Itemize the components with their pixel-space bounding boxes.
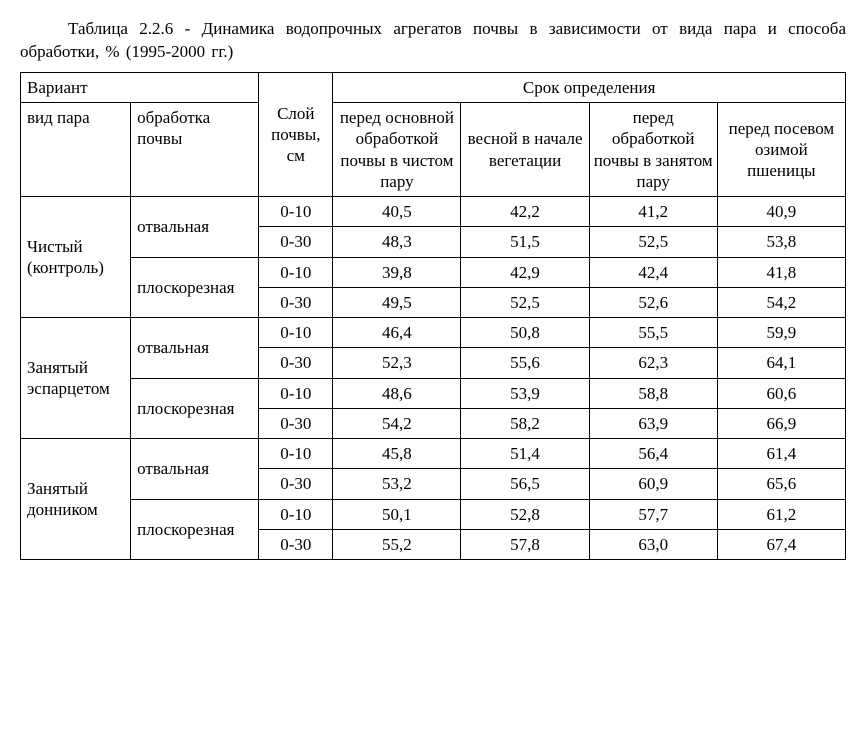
- cell-value: 52,3: [333, 348, 461, 378]
- cell-value: 49,5: [333, 287, 461, 317]
- cell-value: 65,6: [717, 469, 845, 499]
- cell-value: 42,2: [461, 197, 589, 227]
- cell-layer: 0-30: [259, 287, 333, 317]
- table-caption: Таблица 2.2.6 - Динамика водопрочных агр…: [20, 18, 846, 64]
- cell-value: 52,6: [589, 287, 717, 317]
- cell-value: 50,1: [333, 499, 461, 529]
- table-row: плоскорезная0-1048,653,958,860,6: [21, 378, 846, 408]
- header-variant: Вариант: [21, 72, 259, 102]
- cell-layer: 0-10: [259, 439, 333, 469]
- table-row: плоскорезная0-1050,152,857,761,2: [21, 499, 846, 529]
- cell-value: 39,8: [333, 257, 461, 287]
- cell-value: 53,2: [333, 469, 461, 499]
- cell-value: 51,5: [461, 227, 589, 257]
- cell-value: 56,4: [589, 439, 717, 469]
- cell-value: 54,2: [333, 408, 461, 438]
- cell-value: 55,5: [589, 318, 717, 348]
- tillage-name: плоскорезная: [131, 257, 259, 318]
- cell-value: 45,8: [333, 439, 461, 469]
- fallow-name: Занятый эспарцетом: [21, 318, 131, 439]
- cell-value: 53,9: [461, 378, 589, 408]
- header-tillage: обработка почвы: [131, 103, 259, 197]
- cell-value: 62,3: [589, 348, 717, 378]
- header-s2: весной в начале вегетации: [461, 103, 589, 197]
- header-layer: Слой почвы, см: [259, 72, 333, 196]
- cell-value: 58,2: [461, 408, 589, 438]
- cell-value: 66,9: [717, 408, 845, 438]
- cell-value: 67,4: [717, 529, 845, 559]
- cell-value: 42,4: [589, 257, 717, 287]
- cell-value: 64,1: [717, 348, 845, 378]
- cell-value: 48,3: [333, 227, 461, 257]
- cell-layer: 0-30: [259, 469, 333, 499]
- fallow-name: Занятый донником: [21, 439, 131, 560]
- cell-layer: 0-10: [259, 378, 333, 408]
- cell-value: 42,9: [461, 257, 589, 287]
- cell-layer: 0-10: [259, 499, 333, 529]
- cell-value: 41,8: [717, 257, 845, 287]
- cell-value: 63,9: [589, 408, 717, 438]
- header-s3: перед обработкой почвы в занятом пару: [589, 103, 717, 197]
- cell-layer: 0-30: [259, 408, 333, 438]
- tillage-name: плоскорезная: [131, 499, 259, 560]
- cell-value: 58,8: [589, 378, 717, 408]
- table-row: Занятый эспарцетомотвальная0-1046,450,85…: [21, 318, 846, 348]
- cell-value: 61,2: [717, 499, 845, 529]
- cell-value: 61,4: [717, 439, 845, 469]
- cell-value: 46,4: [333, 318, 461, 348]
- cell-value: 50,8: [461, 318, 589, 348]
- table-row: плоскорезная0-1039,842,942,441,8: [21, 257, 846, 287]
- cell-value: 40,9: [717, 197, 845, 227]
- cell-value: 52,8: [461, 499, 589, 529]
- cell-value: 60,6: [717, 378, 845, 408]
- cell-value: 48,6: [333, 378, 461, 408]
- header-s1: перед основной обработкой почвы в чистом…: [333, 103, 461, 197]
- data-table: Вариант Слой почвы, см Срок определения …: [20, 72, 846, 560]
- cell-value: 59,9: [717, 318, 845, 348]
- fallow-name: Чистый (контроль): [21, 197, 131, 318]
- cell-value: 51,4: [461, 439, 589, 469]
- cell-layer: 0-30: [259, 227, 333, 257]
- cell-value: 57,8: [461, 529, 589, 559]
- cell-value: 63,0: [589, 529, 717, 559]
- cell-layer: 0-30: [259, 348, 333, 378]
- header-s4: перед посевом озимой пшеницы: [717, 103, 845, 197]
- cell-value: 55,6: [461, 348, 589, 378]
- cell-layer: 0-10: [259, 318, 333, 348]
- cell-value: 57,7: [589, 499, 717, 529]
- cell-value: 53,8: [717, 227, 845, 257]
- header-fallow-kind: вид пара: [21, 103, 131, 197]
- cell-value: 55,2: [333, 529, 461, 559]
- cell-value: 56,5: [461, 469, 589, 499]
- tillage-name: отвальная: [131, 439, 259, 500]
- cell-value: 41,2: [589, 197, 717, 227]
- cell-value: 52,5: [461, 287, 589, 317]
- cell-layer: 0-30: [259, 529, 333, 559]
- tillage-name: отвальная: [131, 318, 259, 379]
- tillage-name: отвальная: [131, 197, 259, 258]
- table-row: Занятый донникомотвальная0-1045,851,456,…: [21, 439, 846, 469]
- table-row: Чистый (контроль)отвальная0-1040,542,241…: [21, 197, 846, 227]
- cell-layer: 0-10: [259, 257, 333, 287]
- tillage-name: плоскорезная: [131, 378, 259, 439]
- cell-value: 40,5: [333, 197, 461, 227]
- cell-value: 60,9: [589, 469, 717, 499]
- cell-value: 54,2: [717, 287, 845, 317]
- header-period: Срок определения: [333, 72, 846, 102]
- cell-layer: 0-10: [259, 197, 333, 227]
- cell-value: 52,5: [589, 227, 717, 257]
